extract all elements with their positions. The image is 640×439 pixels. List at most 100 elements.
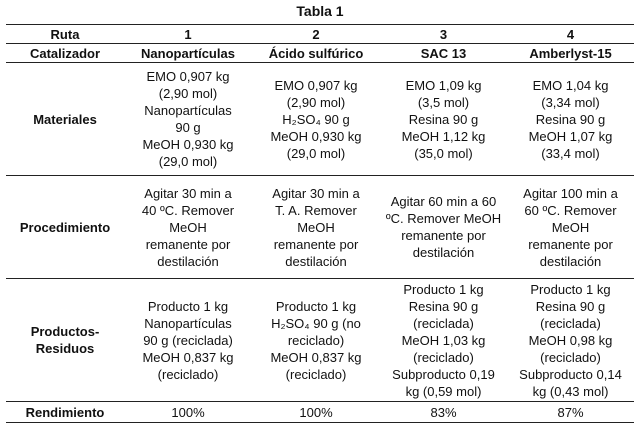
cell-line: destilación: [539, 253, 602, 269]
procedimiento-label: Procedimiento: [6, 175, 124, 279]
cell-line: 60 ºC. Remover: [524, 202, 617, 218]
cell-line: destilación: [412, 245, 475, 260]
cell-line: Subproducto 0,19: [392, 366, 495, 382]
cell-line: ºC. Remover MeOH: [385, 211, 502, 226]
yield-value: 100%: [252, 401, 380, 423]
cell-line: destilación: [157, 253, 219, 269]
route-number: 2: [252, 24, 380, 44]
cell-line: Agitar 60 min a 60: [390, 194, 497, 209]
yield-value: 100%: [124, 401, 252, 423]
cell-line: MeOH: [169, 219, 207, 235]
cell-line: remanente por: [273, 236, 359, 252]
table-cell: Producto 1 kg Nanopartículas 90 g (recicla…: [124, 278, 252, 402]
catalyst-name: SAC 13: [380, 43, 507, 63]
cell-line: MeOH 0,837 kg: [142, 349, 234, 365]
table-cell: Producto 1 kg H₂SO₄ 90 g (no reciclado) MeO…: [252, 278, 380, 402]
cell-line: EMO 1,09 kg: [405, 77, 482, 93]
cell-line: Resina 90 g: [535, 111, 606, 127]
cell-line: Producto 1 kg: [147, 298, 229, 314]
cell-line: (2,90 mol): [158, 86, 218, 101]
cell-line: (29,0 mol): [286, 145, 346, 161]
cell-line: Subproducto 0,14: [519, 366, 622, 382]
table-cell: EMO 0,907 kg (2,90 mol) H₂SO₄ 90 g MeOH 0,9…: [252, 62, 380, 176]
cell-line: kg (0,43 mol): [532, 383, 609, 399]
cell-line: MeOH 1,12 kg: [401, 128, 486, 144]
catalyst-name: Nanopartículas: [124, 43, 252, 63]
cell-line: remanente por: [401, 228, 486, 243]
catalyst-name: Ácido sulfúrico: [252, 43, 380, 63]
cell-line: (reciclada): [413, 315, 474, 331]
cell-line: MeOH: [551, 219, 590, 235]
cell-line: MeOH 1,03 kg: [401, 332, 486, 348]
ruta-label: Ruta: [6, 24, 124, 44]
productos-row: Productos- Residuos Producto 1 kg Nanopar…: [6, 278, 634, 402]
cell-line: Producto 1 kg: [530, 281, 611, 297]
cell-line: Producto 1 kg: [403, 281, 484, 297]
route-number: 4: [507, 24, 634, 44]
table-title: Tabla 1: [296, 3, 344, 19]
cell-line: H₂SO₄ 90 g (no: [271, 315, 361, 331]
cell-line: MeOH 1,07 kg: [528, 128, 613, 144]
materiales-row: Materiales EMO 0,907 kg (2,90 mol) Nanopar…: [6, 62, 634, 176]
cell-line: EMO 0,907 kg: [146, 69, 230, 84]
yield-value: 87%: [507, 401, 634, 423]
cell-line: remanente por: [145, 236, 231, 252]
catalyst-header-row: Catalizador Nanopartículas Ácido sulfúri…: [6, 43, 634, 63]
cell-line: 90 g: [175, 120, 201, 135]
cell-line: 90 g (reciclada): [143, 332, 233, 348]
cell-line: Nanopartículas: [144, 103, 232, 118]
cell-line: EMO 1,04 kg: [532, 77, 609, 93]
cell-line: Agitar 100 min a: [523, 185, 618, 201]
table-cell: Producto 1 kg Resina 90 g (reciclada) MeOH …: [380, 278, 507, 402]
table-cell: Agitar 60 min a 60 ºC. Remover MeOH remane…: [380, 175, 507, 279]
cell-line: (reciclado): [413, 349, 474, 365]
cell-line: H₂SO₄ 90 g: [282, 111, 350, 127]
table-cell: Producto 1 kg Resina 90 g (reciclada) MeOH …: [507, 278, 634, 402]
cell-line: MeOH 0,930 kg: [142, 137, 234, 152]
table-cell: Agitar 100 min a 60 ºC. Remover MeOH remane…: [507, 175, 634, 279]
productos-label-line: Productos-: [30, 324, 100, 339]
cell-line: (35,0 mol): [414, 145, 473, 161]
route-header-row: Ruta 1 2 3 4: [6, 24, 634, 44]
cell-line: remanente por: [528, 236, 613, 252]
rendimiento-row: Rendimiento 100% 100% 83% 87%: [6, 401, 634, 423]
cell-line: (29,0 mol): [158, 154, 218, 169]
cell-line: kg (0,59 mol): [405, 383, 482, 399]
cell-line: MeOH 0,837 kg: [270, 349, 362, 365]
table-cell: Agitar 30 min a 40 ºC. Remover MeOH remanen…: [124, 175, 252, 279]
cell-line: Resina 90 g: [535, 298, 606, 314]
procedimiento-row: Procedimiento Agitar 30 min a 40 ºC. Remo…: [6, 175, 634, 279]
productos-label-line: Residuos: [35, 341, 95, 356]
cell-line: 40 ºC. Remover: [141, 202, 235, 218]
route-number: 1: [124, 24, 252, 44]
cell-line: (3,34 mol): [541, 94, 600, 110]
catalizador-label: Catalizador: [6, 43, 124, 63]
cell-line: Resina 90 g: [408, 111, 479, 127]
cell-line: (2,90 mol): [286, 94, 346, 110]
productos-label: Productos- Residuos: [6, 278, 124, 402]
cell-line: MeOH 0,930 kg: [270, 128, 362, 144]
cell-line: (reciclado): [540, 349, 601, 365]
catalyst-name: Amberlyst-15: [507, 43, 634, 63]
cell-line: (reciclado): [157, 366, 219, 382]
cell-line: MeOH 0,98 kg: [528, 332, 613, 348]
cell-line: Agitar 30 min a: [144, 185, 232, 201]
table-cell: EMO 1,04 kg (3,34 mol) Resina 90 g MeOH 1,0…: [507, 62, 634, 176]
cell-line: (3,5 mol): [417, 94, 470, 110]
cell-line: Resina 90 g: [408, 298, 479, 314]
cell-line: (reciclado): [285, 366, 347, 382]
cell-line: EMO 0,907 kg: [274, 77, 358, 93]
route-number: 3: [380, 24, 507, 44]
cell-line: T. A. Remover: [275, 202, 357, 218]
cell-line: (reciclada): [540, 315, 601, 331]
cell-line: Agitar 30 min a: [272, 185, 360, 201]
table-cell: Agitar 30 min a T. A. Remover MeOH remanent…: [252, 175, 380, 279]
table-cell: EMO 0,907 kg (2,90 mol) Nanopartículas 90 g…: [124, 62, 252, 176]
rendimiento-label: Rendimiento: [6, 401, 124, 423]
cell-line: Nanopartículas: [144, 315, 232, 331]
cell-line: Producto 1 kg: [275, 298, 357, 314]
table-cell: EMO 1,09 kg (3,5 mol) Resina 90 g MeOH 1,12…: [380, 62, 507, 176]
yield-value: 83%: [380, 401, 507, 423]
cell-line: (33,4 mol): [541, 145, 600, 161]
cell-line: reciclado): [287, 332, 345, 348]
